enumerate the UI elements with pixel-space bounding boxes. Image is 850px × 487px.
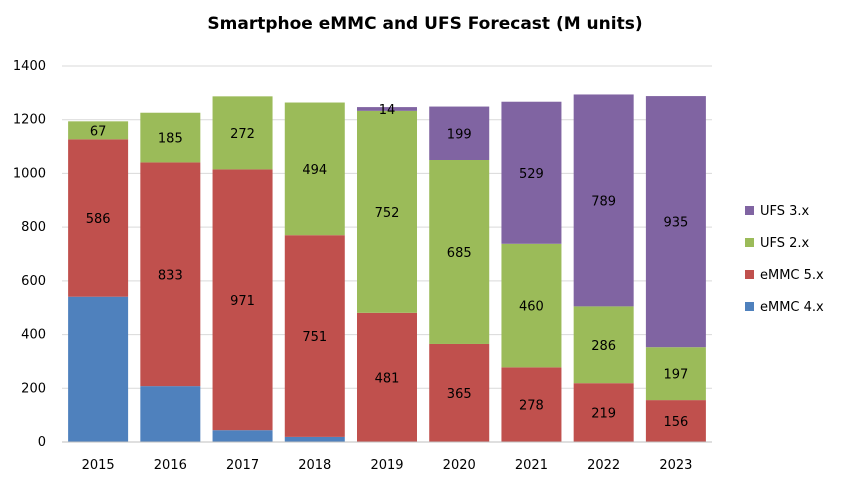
- chart-title: Smartphoe eMMC and UFS Forecast (M units…: [207, 14, 643, 34]
- bar-segment: [501, 243, 562, 368]
- x-tick-label: 2015: [82, 458, 115, 473]
- data-label: 278: [519, 399, 544, 414]
- bar-segment: [429, 106, 490, 160]
- data-label: 789: [591, 194, 616, 209]
- legend-swatch: [745, 206, 754, 215]
- bars: [68, 94, 706, 442]
- data-label: 219: [591, 407, 616, 422]
- bar-segment: [573, 383, 634, 442]
- bar-segment: [212, 430, 273, 442]
- bar-segment: [501, 367, 562, 442]
- data-labels: 586 67 833 185 971 272 751 494 481 752 14 365 685 199…: [86, 103, 689, 430]
- y-tick-label: 1200: [13, 113, 46, 128]
- data-label: 685: [447, 246, 472, 261]
- data-label: 67: [90, 124, 107, 139]
- bar-segment: [140, 162, 201, 387]
- x-axis: 2015 2016 2017 2018 2019 2020 2021 2022 2023: [62, 441, 712, 473]
- bar-segment: [573, 306, 634, 384]
- x-tick-label: 2021: [515, 458, 548, 473]
- data-label: 156: [663, 415, 688, 430]
- x-tick-label: 2023: [659, 458, 692, 473]
- bar-segment: [68, 121, 129, 140]
- y-tick-label: 400: [21, 328, 46, 343]
- legend-label: eMMC 4.x: [760, 300, 824, 315]
- bar-segment: [645, 400, 706, 442]
- bar-segment: [645, 347, 706, 401]
- bar-segment: [357, 312, 417, 442]
- y-tick-label: 200: [21, 381, 46, 396]
- data-label: 481: [375, 371, 400, 386]
- bar-segment: [140, 112, 201, 163]
- bar-segment: [501, 101, 562, 244]
- data-label: 971: [230, 294, 255, 309]
- x-tick-label: 2019: [370, 458, 403, 473]
- data-label: 935: [663, 216, 688, 231]
- y-tick-label: 1400: [13, 59, 46, 74]
- data-label: 833: [158, 268, 183, 283]
- bar-segment: [573, 94, 634, 307]
- data-label: 272: [230, 127, 255, 142]
- x-tick-label: 2017: [226, 458, 259, 473]
- data-label: 365: [447, 387, 472, 402]
- data-label: 752: [375, 206, 400, 221]
- x-tick-label: 2016: [154, 458, 187, 473]
- x-tick-label: 2022: [587, 458, 620, 473]
- bar-segment: [429, 160, 490, 344]
- data-label: 529: [519, 167, 544, 182]
- data-label: 199: [447, 127, 472, 142]
- bar-segment: [284, 436, 345, 442]
- data-label: 586: [86, 212, 111, 227]
- legend-swatch: [745, 270, 754, 279]
- legend-label: UFS 2.x: [760, 236, 810, 251]
- y-tick-label: 800: [21, 220, 46, 235]
- bar-segment: [212, 96, 273, 170]
- bar-segment: [357, 110, 417, 313]
- y-tick-label: 600: [21, 274, 46, 289]
- data-label: 185: [158, 132, 183, 147]
- data-label: 494: [302, 163, 327, 178]
- bar-segment: [68, 296, 129, 442]
- bar-segment: [140, 386, 201, 442]
- bar-segment: [212, 169, 273, 431]
- bar-segment: [357, 107, 417, 111]
- legend-swatch: [745, 302, 754, 311]
- bar-segment: [645, 96, 706, 348]
- legend: UFS 3.x UFS 2.x eMMC 5.x eMMC 4.x: [745, 204, 824, 315]
- x-tick-label: 2018: [298, 458, 331, 473]
- bar-segment: [284, 235, 345, 437]
- y-tick-label: 1000: [13, 166, 46, 181]
- bar-segment: [68, 139, 129, 297]
- data-label: 460: [519, 300, 544, 315]
- data-label: 751: [302, 330, 327, 345]
- data-label: 14: [379, 103, 396, 118]
- y-tick-label: 0: [38, 435, 46, 450]
- bar-segment: [429, 343, 490, 442]
- legend-swatch: [745, 238, 754, 247]
- bar-segment: [284, 102, 345, 236]
- x-tick-label: 2020: [443, 458, 476, 473]
- legend-label: UFS 3.x: [760, 204, 810, 219]
- data-label: 197: [663, 368, 688, 383]
- y-axis: 0 200 400 600 800 1000 1200 1400: [13, 59, 46, 450]
- data-label: 286: [591, 339, 616, 354]
- legend-label: eMMC 5.x: [760, 268, 824, 283]
